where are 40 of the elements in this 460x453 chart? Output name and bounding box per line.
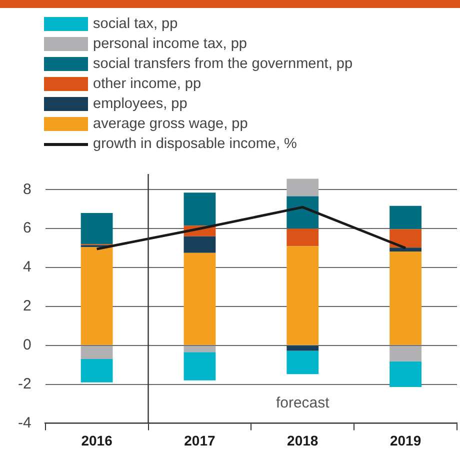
- legend-label: employees, pp: [93, 96, 188, 112]
- bar: [286, 350, 319, 374]
- bar: [390, 361, 422, 388]
- bar: [184, 352, 216, 380]
- y-tick-label: 6: [22, 220, 32, 237]
- bar: [80, 358, 113, 382]
- legend-label: social tax, pp: [93, 16, 178, 32]
- bar: [286, 246, 319, 345]
- bar: [80, 346, 113, 359]
- bar: [390, 346, 422, 362]
- y-tick-label: 0: [22, 336, 32, 354]
- bar: [80, 213, 113, 244]
- bar: [286, 178, 319, 196]
- y-tick-label: 2: [22, 298, 32, 315]
- y-tick-label: 4: [22, 258, 32, 276]
- bar: [184, 346, 216, 352]
- x-tick-label: 2016: [81, 432, 113, 448]
- bar: [390, 229, 422, 248]
- bar: [390, 252, 422, 345]
- bar: [390, 248, 422, 252]
- y-tick-label: -2: [18, 375, 32, 392]
- bar: [184, 252, 216, 345]
- x-tick-label: 2018: [287, 432, 318, 448]
- legend-label: other income, pp: [93, 76, 202, 92]
- legend-label: social transfers from the government, pp: [93, 56, 353, 72]
- bar: [184, 192, 216, 226]
- legend-label: personal income tax, pp: [93, 36, 247, 52]
- annotation: forecast: [276, 394, 330, 412]
- bar: [184, 236, 216, 253]
- legend-label: average gross wage, pp: [93, 116, 248, 132]
- legend-label: growth in disposable income, %: [93, 136, 297, 152]
- y-tick-label: 8: [22, 180, 32, 198]
- bar: [390, 206, 422, 230]
- x-tick-label: 2017: [184, 432, 216, 448]
- bar: [286, 228, 319, 246]
- bar: [286, 346, 319, 351]
- x-tick-label: 2019: [390, 432, 422, 448]
- bar: [80, 247, 113, 345]
- y-tick-label: -4: [18, 414, 32, 432]
- bar: [286, 196, 319, 229]
